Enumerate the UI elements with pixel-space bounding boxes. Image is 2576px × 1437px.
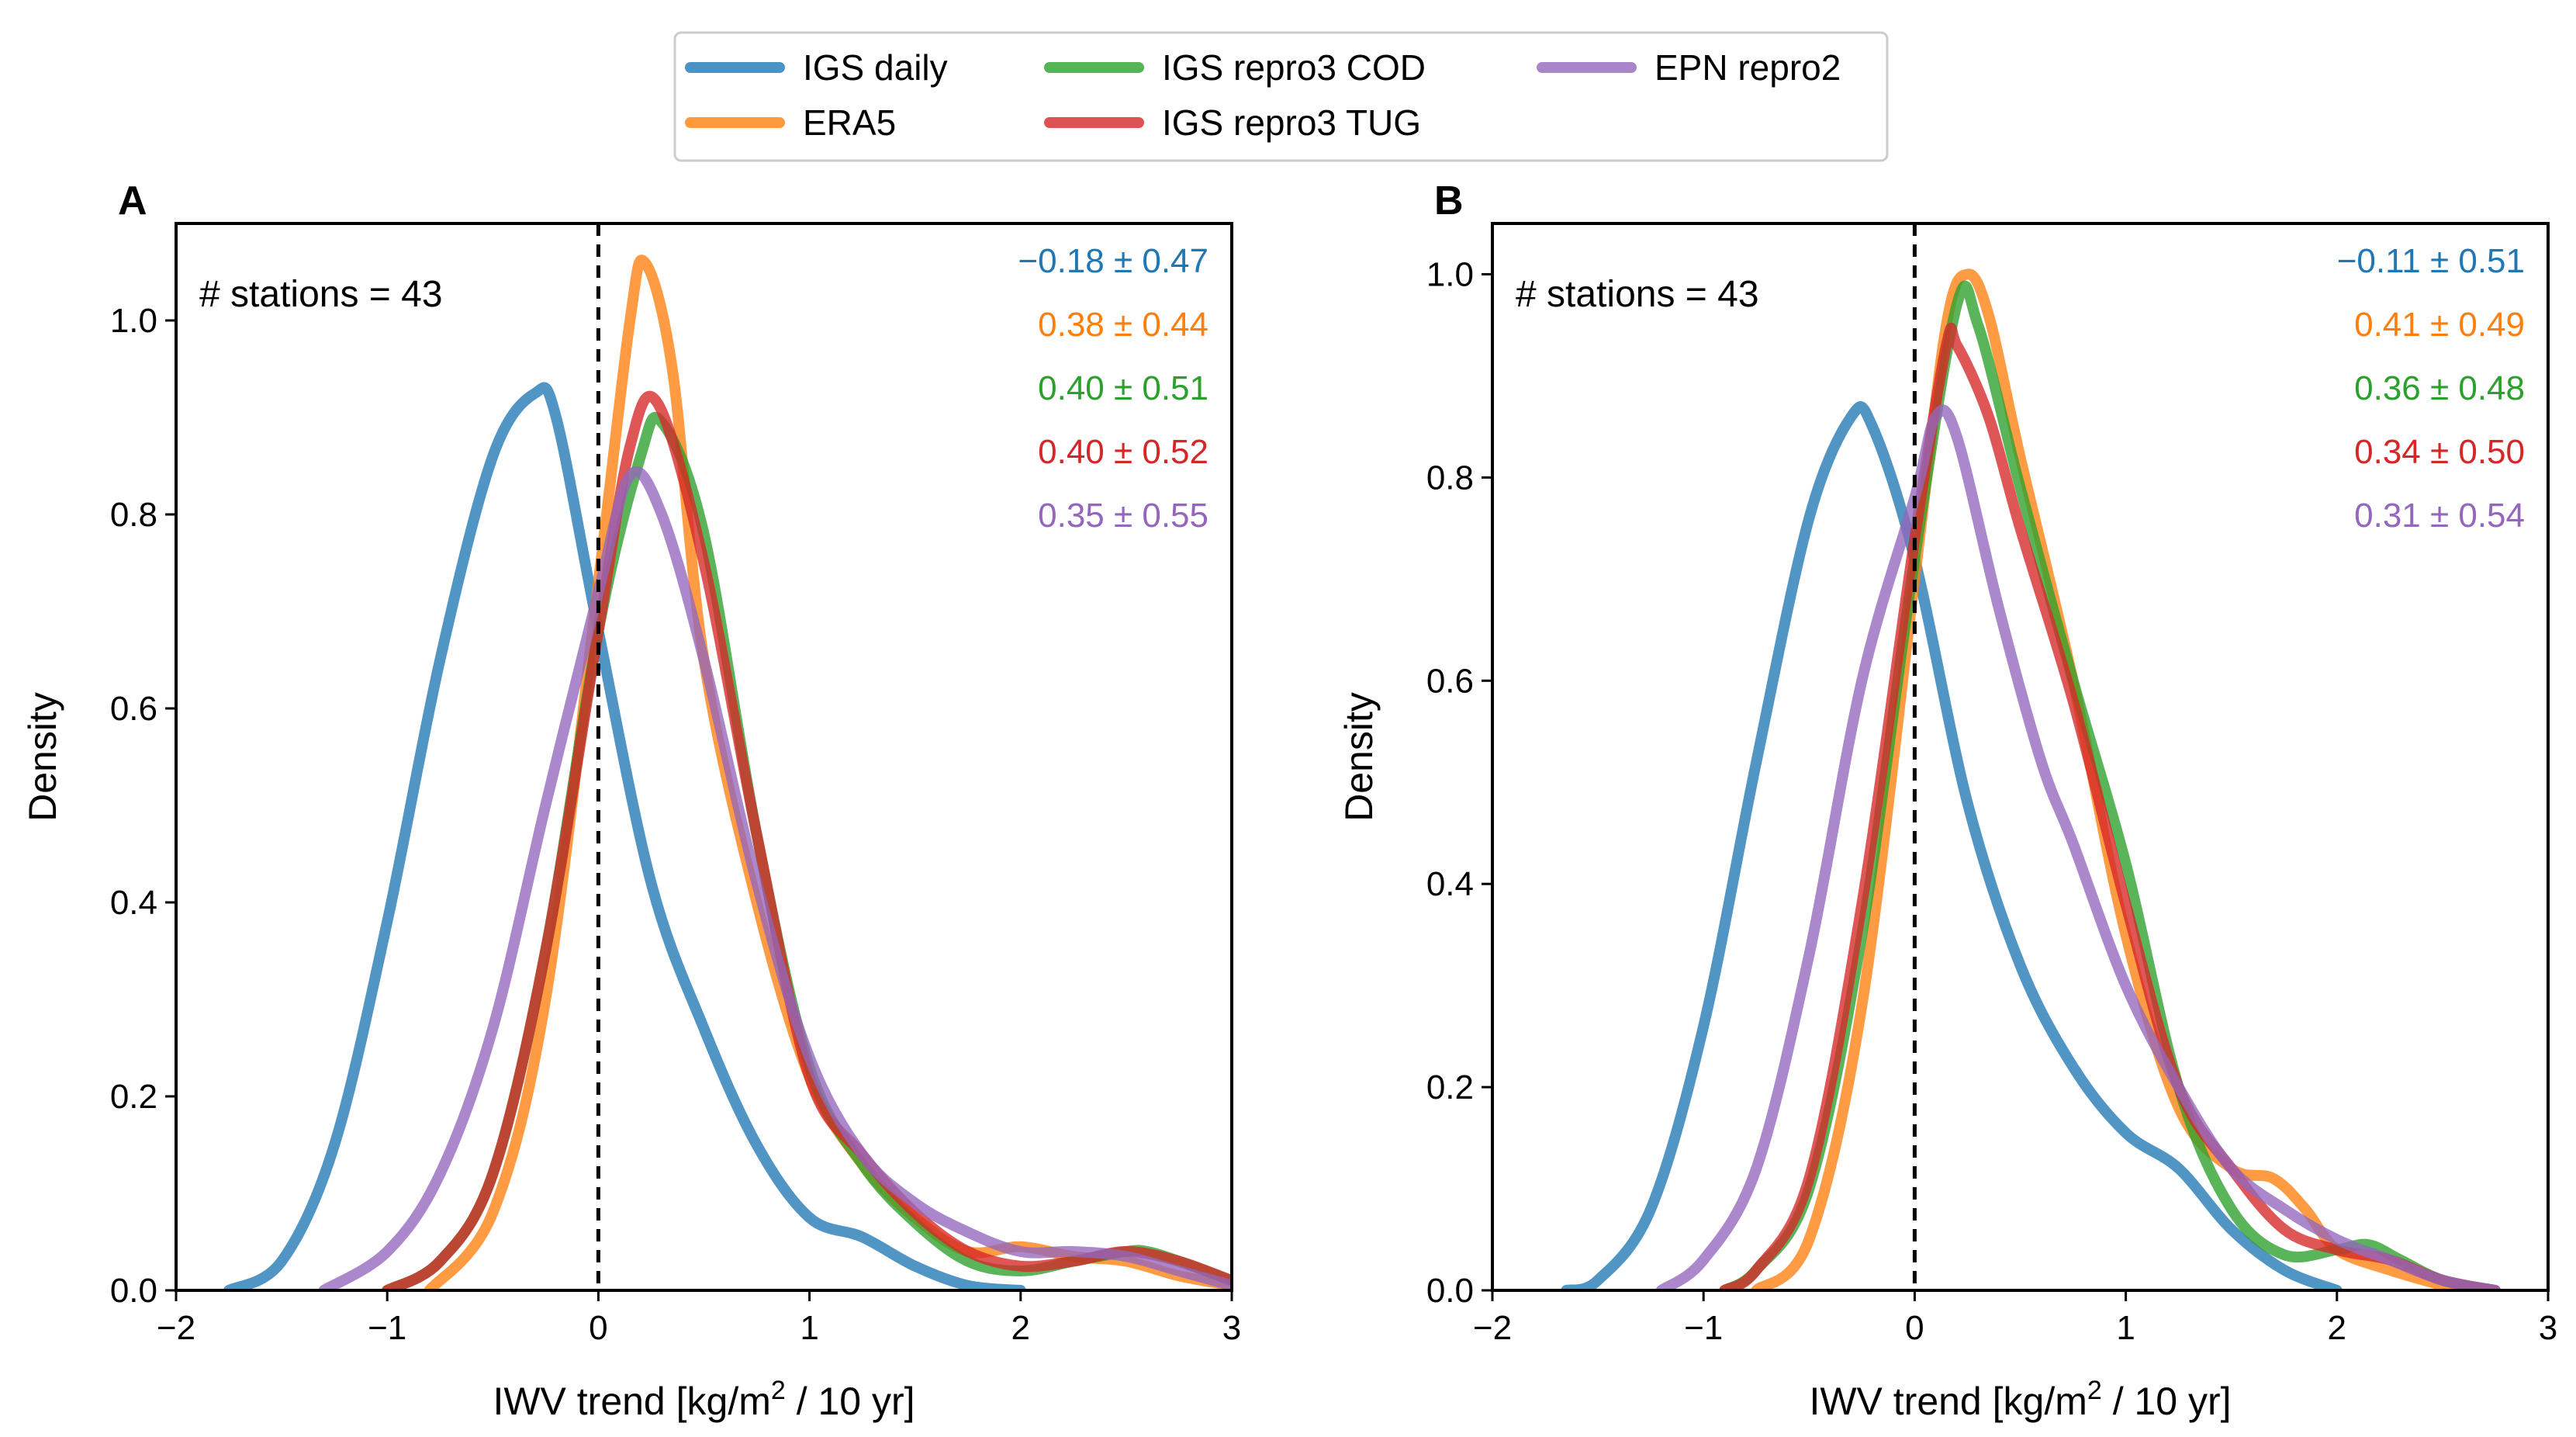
axes-frame: [175, 222, 1233, 1292]
stat-label: 0.34 ± 0.50: [2354, 433, 2525, 471]
y-tick-label: 0.0: [110, 1272, 157, 1310]
stat-label: 0.38 ± 0.44: [1038, 306, 1208, 344]
stat-label: 0.41 ± 0.49: [2354, 306, 2525, 344]
stations-count: # stations = 43: [199, 274, 443, 315]
stations-count: # stations = 43: [1516, 274, 1759, 315]
density-curve: [1719, 322, 2501, 1290]
y-tick-label: 0.6: [110, 690, 157, 728]
legend-label: ERA5: [803, 102, 896, 143]
stat-label: −0.11 ± 0.51: [2337, 242, 2525, 280]
y-tick-label: 0.2: [1426, 1068, 1474, 1106]
x-tick-label: 0: [589, 1309, 607, 1347]
stat-label: 0.40 ± 0.51: [1038, 369, 1208, 407]
stat-label: 0.40 ± 0.52: [1038, 433, 1208, 471]
x-tick-label: −2: [157, 1309, 195, 1347]
x-tick-label: −2: [1473, 1309, 1512, 1347]
legend-label: EPN repro2: [1655, 47, 1841, 88]
density-curve: [318, 466, 1232, 1290]
x-axis-label: IWV trend [kg/m2 / 10 yr]: [493, 1376, 915, 1423]
panel-letter: A: [118, 178, 147, 223]
plot-area: [223, 255, 1232, 1290]
panel-a: −2 −1 0 1 2 3 0.0 0.2 0.4 0.6 0.8 1.0 IWV trend [kg/…: [21, 178, 1241, 1423]
axes-frame: [1491, 222, 2550, 1292]
x-tick-label: 1: [2116, 1309, 2135, 1347]
plot-area: [1561, 268, 2501, 1290]
y-tick-label: 0.0: [1426, 1272, 1474, 1310]
x-tick-label: 2: [2328, 1309, 2346, 1347]
y-tick-label: 0.6: [1426, 662, 1474, 700]
y-tick-label: 0.4: [110, 884, 157, 922]
density-curve: [382, 390, 1232, 1290]
x-tick-label: −1: [1684, 1309, 1723, 1347]
x-tick-label: 0: [1905, 1309, 1924, 1347]
legend-label: IGS daily: [803, 47, 948, 88]
y-axis-label: Density: [1337, 692, 1381, 822]
legend-label: IGS repro3 COD: [1162, 47, 1426, 88]
y-tick-label: 0.2: [110, 1078, 157, 1116]
legend: IGS daily ERA5 IGS repro3 COD IGS repro3 TU…: [673, 31, 1889, 162]
x-tick-label: 1: [800, 1309, 818, 1347]
x-tick-label: 3: [1222, 1309, 1241, 1347]
stat-label: 0.31 ± 0.54: [2354, 497, 2525, 535]
stat-label: −0.18 ± 0.47: [1018, 242, 1208, 280]
x-tick-label: 3: [2539, 1309, 2557, 1347]
panel-b: −2 −1 0 1 2 3 0.0 0.2 0.4 0.6 0.8 1.0 IWV trend [kg/…: [1337, 178, 2557, 1423]
stat-label: 0.36 ± 0.48: [2354, 369, 2525, 407]
y-tick-label: 0.8: [1426, 459, 1474, 497]
y-tick-label: 0.8: [110, 496, 157, 534]
panel-letter: B: [1434, 178, 1464, 223]
y-tick-label: 0.4: [1426, 865, 1474, 903]
x-tick-label: 2: [1011, 1309, 1030, 1347]
legend-label: IGS repro3 TUG: [1162, 102, 1421, 143]
density-curve: [1751, 268, 2470, 1290]
x-axis-label: IWV trend [kg/m2 / 10 yr]: [1809, 1376, 2231, 1423]
y-tick-label: 1.0: [1426, 255, 1474, 293]
y-axis-label: Density: [21, 692, 64, 822]
x-tick-label: −1: [368, 1309, 406, 1347]
stat-label: 0.35 ± 0.55: [1038, 497, 1208, 535]
density-curve: [1655, 404, 2501, 1290]
y-tick-label: 1.0: [110, 302, 157, 340]
density-curve: [223, 382, 1026, 1290]
density-curve: [1561, 401, 2343, 1290]
